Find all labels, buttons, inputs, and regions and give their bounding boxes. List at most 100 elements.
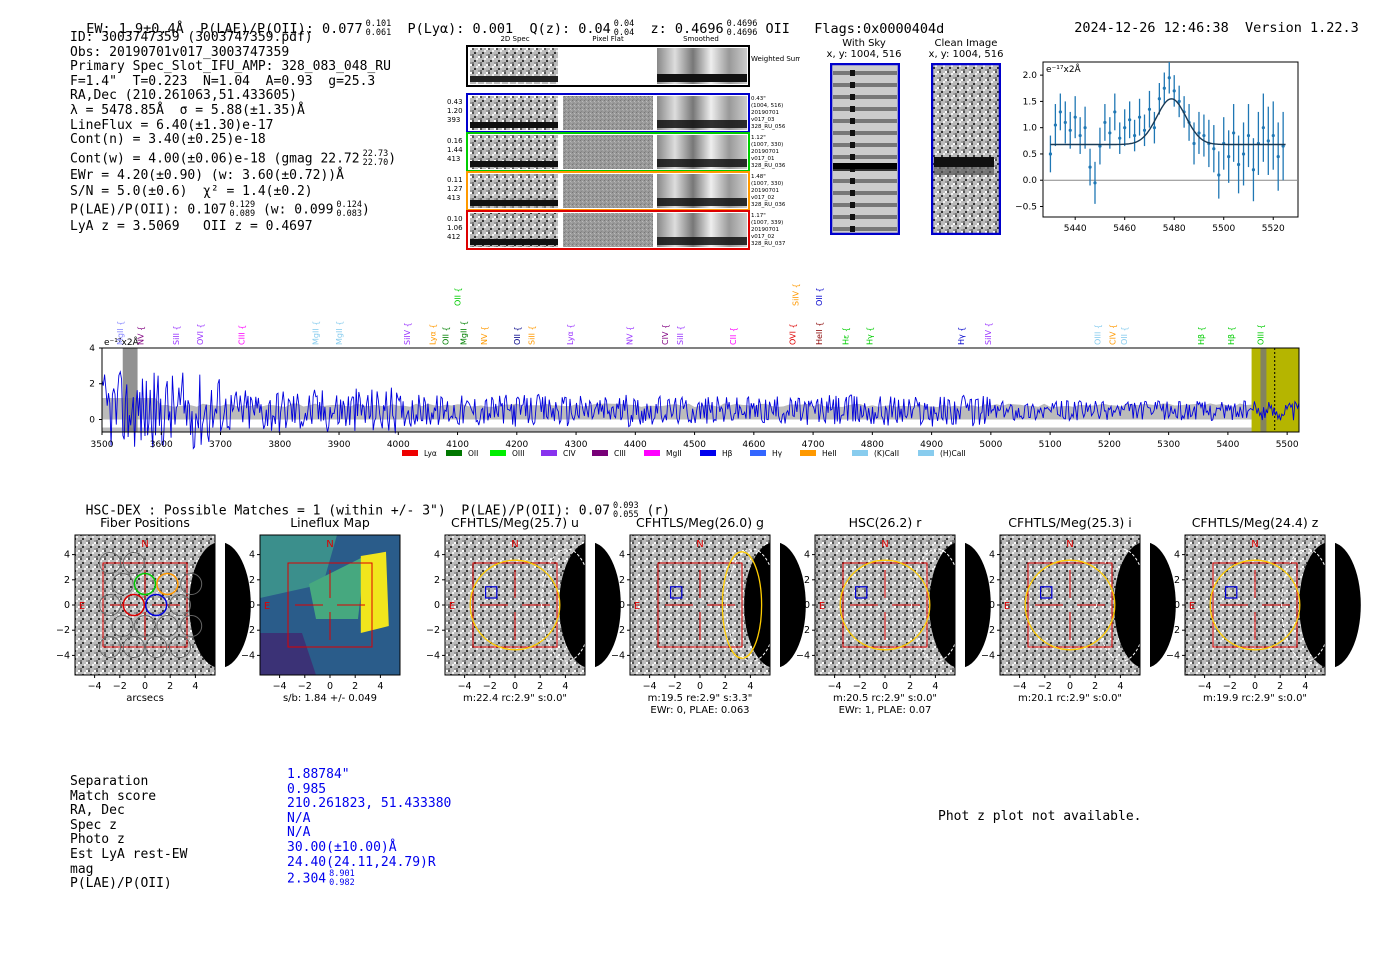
full-emission-label: NV { xyxy=(137,326,146,345)
cutout-aperture-box xyxy=(102,562,188,648)
zoom-xtick: 5500 xyxy=(1212,224,1235,234)
spec-row-right-label: 20190701 xyxy=(751,227,779,233)
full-xtick: 4400 xyxy=(624,440,647,450)
cutout-ytick: 0 xyxy=(989,600,995,611)
full-legend-label: Hβ xyxy=(722,449,733,458)
north-label: N xyxy=(1066,539,1073,550)
spec-row-right-label: 328_RU_056 xyxy=(751,124,786,130)
full-legend-swatch xyxy=(446,450,462,456)
zoom-ytick: 0.0 xyxy=(1023,176,1038,186)
info-contn: Cont(n) = 3.40(±0.25)e-18 xyxy=(70,132,266,148)
full-legend-label: MgII xyxy=(666,449,682,458)
full-xtick: 5100 xyxy=(1039,440,1062,450)
hsc-plae-hi: 0.093 xyxy=(613,501,639,511)
full-legend-swatch xyxy=(750,450,766,456)
info-plae-row: P(LAE)/P(OII): 0.107 0.129 0.089 (w: 0.099… xyxy=(70,199,370,219)
zoom-gaussian-fit xyxy=(1050,98,1286,146)
zoom-point xyxy=(1133,133,1137,138)
zoom-ytick: −0.5 xyxy=(1015,202,1037,212)
cutout-xtick: 4 xyxy=(562,681,568,692)
cutout-note: arcsecs xyxy=(126,693,164,704)
cutout-title: HSC(26.2) r xyxy=(849,515,923,530)
full-xtick: 4500 xyxy=(683,440,706,450)
cutout-ytick: −4 xyxy=(426,650,440,661)
full-emission-label: SiIV { xyxy=(984,322,993,345)
cutout-note: s/b: 1.84 +/- 0.049 xyxy=(283,693,377,704)
match-label-score: Match score xyxy=(70,788,157,804)
full-emission-label: MgII { xyxy=(311,321,320,345)
match-label-lya-ew: Est LyA rest-EW xyxy=(70,846,188,862)
fiber-circle xyxy=(111,615,134,637)
spec2d-svg: 2D Spec Pixel Flat Smoothed Weighted Sum… xyxy=(447,35,802,250)
cutout-aperture-box xyxy=(1027,562,1113,648)
spec-row-pixelflat xyxy=(563,135,653,169)
north-label: N xyxy=(1251,539,1258,550)
spec-row-right-label: (1007, 330) xyxy=(751,181,783,187)
match-label-radec: RA, Dec xyxy=(70,803,125,819)
full-emission-label: CIV { xyxy=(661,324,670,345)
zoom-xtick: 5440 xyxy=(1064,224,1087,234)
full-unit-label: e⁻¹⁷x2Å xyxy=(104,336,140,348)
zoom-point xyxy=(1152,126,1157,130)
cutout-ytick: −4 xyxy=(981,650,995,661)
info-radec: RA,Dec (210.261063,51.433605) xyxy=(70,88,297,104)
zoom-point xyxy=(1202,133,1206,138)
fiber-circle xyxy=(169,594,191,616)
fiber-circle xyxy=(156,615,179,637)
cutout-xtick: −2 xyxy=(113,681,127,692)
cutout-xtick: −4 xyxy=(643,681,657,692)
full-legend-label: Lyα xyxy=(424,449,437,458)
fiber-circle xyxy=(180,573,203,595)
info-obs: Obs: 20190701v017_3003747359 xyxy=(70,44,290,60)
header-qz: Q(z): 0.04 xyxy=(529,21,611,37)
zoom-point xyxy=(1261,126,1265,130)
lineflux-map-region xyxy=(309,556,365,619)
zoom-point xyxy=(1276,154,1280,159)
spec-row-left-label: 1.06 xyxy=(447,224,463,232)
spec-row-right-label: v017_01 xyxy=(751,156,775,162)
info-plae-hi: 0.129 xyxy=(229,199,256,210)
info-id: ID: 3003747359 (3003747359.pdf) xyxy=(70,30,313,45)
full-xtick: 4000 xyxy=(387,440,410,450)
zoom-point xyxy=(1157,97,1161,101)
full-xtick: 5500 xyxy=(1276,440,1299,450)
header-z-lo: 0.4696 xyxy=(726,28,758,38)
spec-row-right-label: 328_RU_037 xyxy=(751,241,786,247)
cutout-xtick: 2 xyxy=(907,681,913,692)
header-flags: Flags:0x0000404d xyxy=(814,21,945,37)
info-plae: P(LAE)/P(OII): 0.107 xyxy=(70,202,227,218)
header-bar: EW: 1.9±0.4Å P(LAE)/P(OII): 0.077 0.101 0.… xyxy=(70,4,944,38)
east-label: E xyxy=(634,601,640,612)
cutout-white-ellipse xyxy=(911,548,963,662)
cutout-xtick: 4 xyxy=(932,681,938,692)
cutout-xtick: 0 xyxy=(882,681,888,692)
zoom-point xyxy=(1217,173,1221,177)
spec-row-right-label: 1.48" xyxy=(751,174,766,180)
cutout-xtick: 4 xyxy=(1302,681,1308,692)
zoom-ytick: 1.5 xyxy=(1023,97,1037,107)
photz-message: Phot z plot not available. xyxy=(938,809,1142,824)
full-emission-label: CIV { xyxy=(1108,324,1117,345)
match-plae-hi: 8.901 xyxy=(329,869,355,880)
info-plae-w-lo: 0.083 xyxy=(336,208,363,219)
cutout-title: CFHTLS/Meg(25.7) u xyxy=(451,515,579,530)
full-emission-label: Lyα { xyxy=(566,324,575,345)
full-emission-label: OIII { xyxy=(1256,324,1265,345)
cutout-blue-box xyxy=(485,586,498,599)
zoom-xtick: 5480 xyxy=(1163,224,1186,234)
fiber-circle xyxy=(99,552,121,574)
spec-row-left-label: 393 xyxy=(447,116,460,124)
full-legend-swatch xyxy=(644,450,660,456)
with-sky-title: With Sky x, y: 1004, 516 xyxy=(820,38,908,60)
full-legend-label: OIII xyxy=(512,449,525,458)
zoom-point xyxy=(1162,86,1166,90)
zoom-point xyxy=(1251,168,1256,172)
zoom-point xyxy=(1103,120,1107,125)
full-emission-label: MgII { xyxy=(335,321,344,345)
header-version: Version 1.22.3 xyxy=(1244,20,1359,36)
cutout-ytick: −2 xyxy=(981,625,995,636)
cutout-yellow-ellipse xyxy=(469,559,561,651)
zoom-point xyxy=(1088,165,1092,169)
